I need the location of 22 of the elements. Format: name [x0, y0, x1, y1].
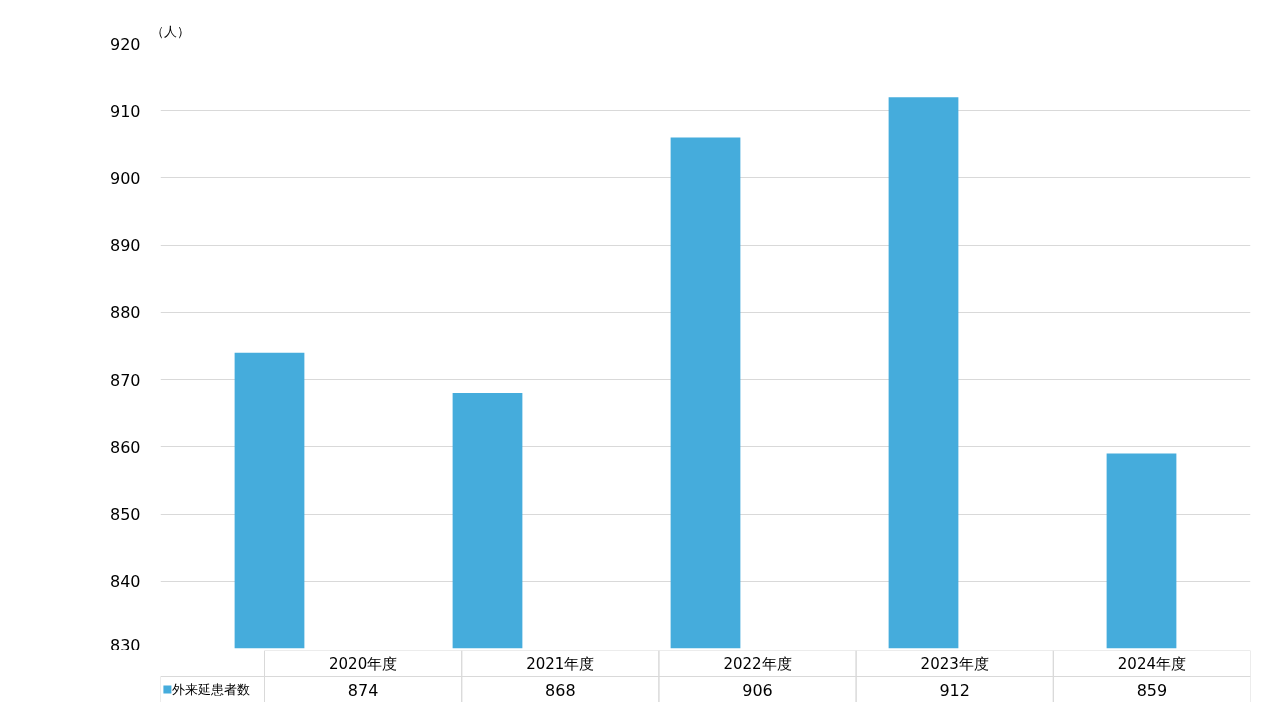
y-axis-title: （人）	[150, 23, 190, 39]
y-tick-label: 920	[109, 34, 141, 54]
x-tick-label: 2024年度	[1117, 654, 1186, 673]
data-label: 912	[939, 680, 970, 700]
y-tick-label: 840	[109, 572, 141, 592]
y-tick-label: 850	[109, 505, 141, 525]
data-label: 874	[347, 680, 379, 700]
y-tick-label: 830	[109, 635, 141, 655]
y-tick-label: 880	[109, 303, 141, 323]
data-label: 868	[545, 680, 576, 700]
y-tick-label: 900	[109, 168, 141, 188]
x-tick-label: 2020年度	[329, 654, 398, 673]
y-tick-label: 910	[109, 101, 141, 121]
x-tick-label: 2021年度	[526, 654, 595, 673]
x-tick-label: 2022年度	[723, 654, 792, 673]
y-tick-label: 860	[109, 437, 141, 457]
legend-label: 外来延患者数	[172, 682, 251, 697]
y-tick-label: 890	[109, 236, 141, 256]
data-label: 859	[1136, 680, 1168, 700]
x-tick-label: 2023年度	[920, 654, 989, 673]
y-tick-label: 870	[109, 370, 141, 390]
data-label: 906	[742, 680, 773, 700]
